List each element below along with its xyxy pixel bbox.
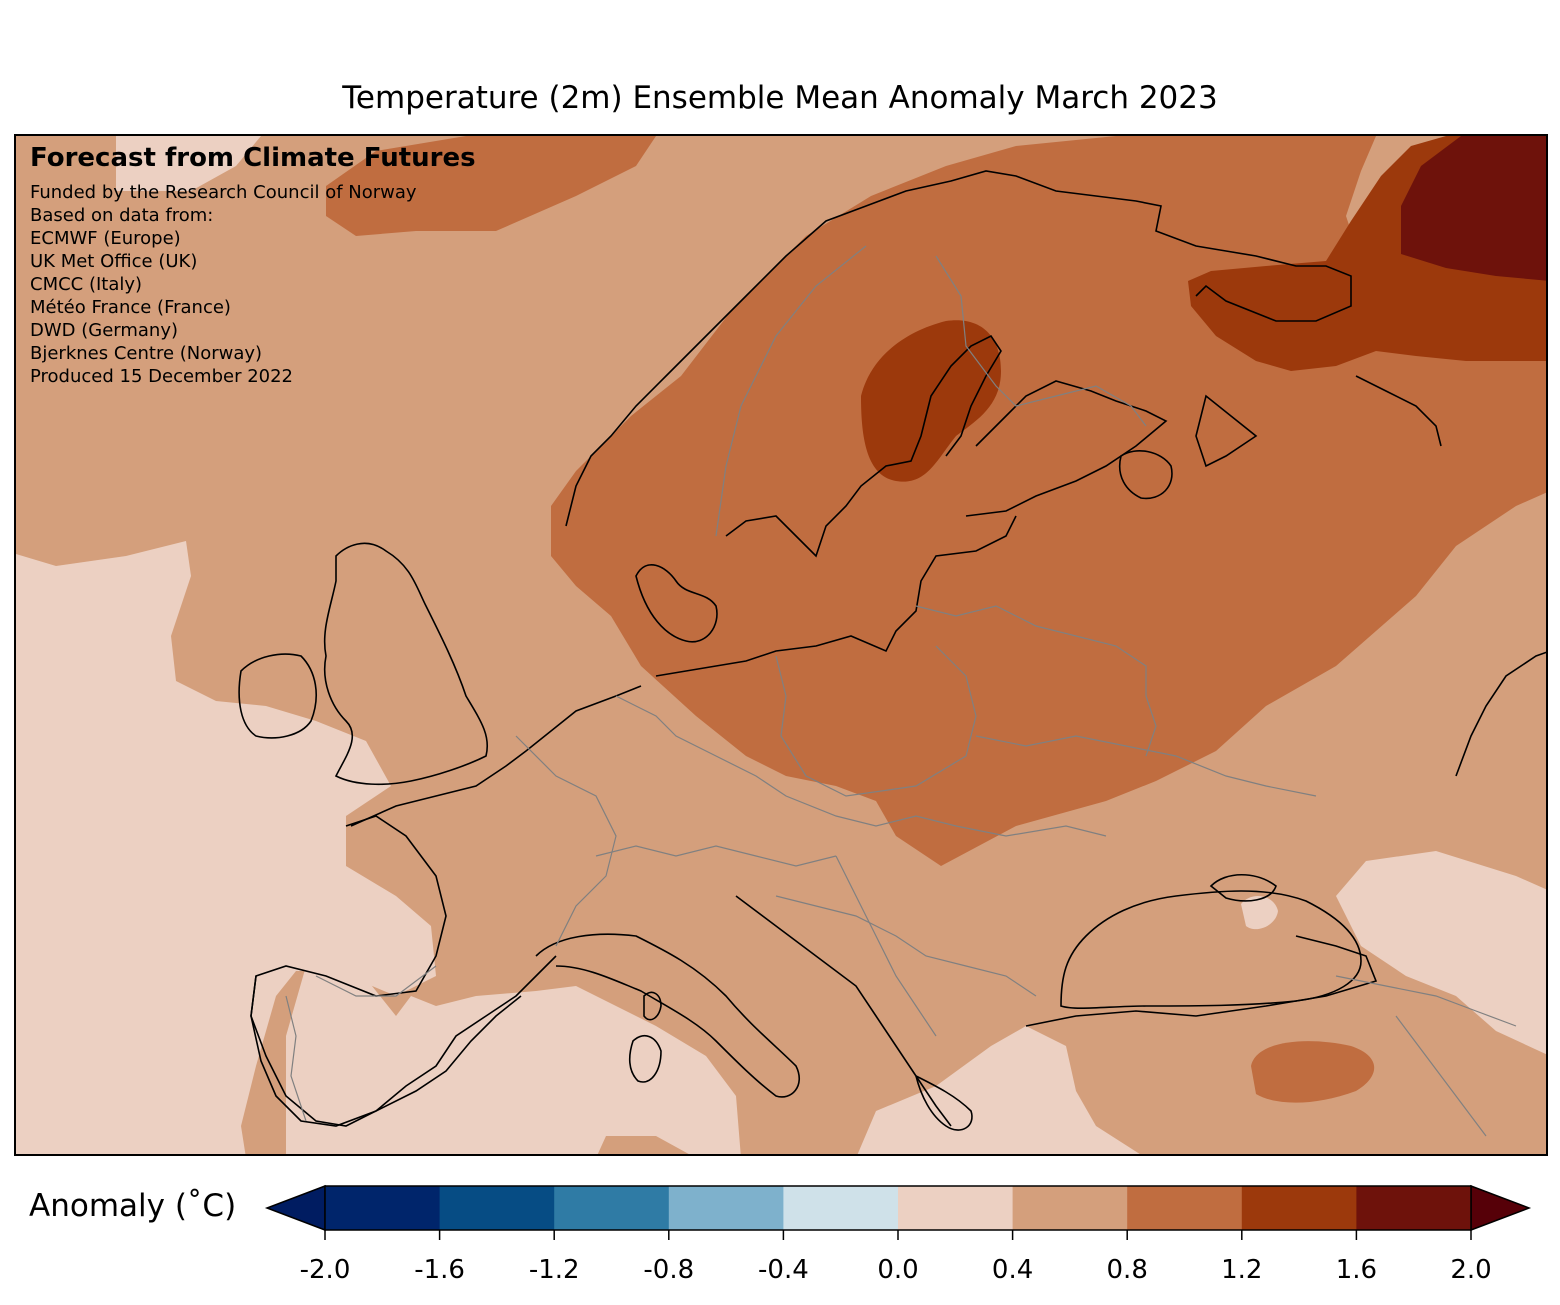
colorbar-tick-label: 1.6 [1336,1255,1377,1285]
info-line: Funded by the Research Council of Norway [30,182,417,203]
coastline-sardinia [628,1035,662,1083]
anomaly-region-0-0.4-northwest [116,136,261,191]
anomaly-region-1.2-1.6-sweden [861,320,1001,482]
colorbar-tick-label: -1.6 [414,1255,465,1285]
coastline-balkans [735,895,952,1127]
coastline-sweden [725,334,1002,558]
coastline-france-north [350,685,642,827]
colorbar-segment [1241,1186,1357,1230]
colorbar-tick-label: -0.8 [643,1255,694,1285]
coastline-finland [965,380,1168,517]
anomaly-region-0-0.4-crimea [1241,895,1278,930]
coastlines [238,170,1546,1131]
border-east-europe [915,605,1157,757]
border-ukraine [975,735,1317,797]
anomaly-region-0.8-1.2-anatolia [1251,1041,1375,1103]
coastline-baltic [655,515,1017,677]
border-central [615,695,1107,837]
coastline-britain [323,542,489,786]
anomaly-region-0-0.4-mediterranean [286,966,741,1154]
colorbar-tick-label: 1.2 [1221,1255,1262,1285]
colorbar-tick-label: 0.0 [877,1255,918,1285]
coastline-denmark [635,564,718,643]
coastline-caspian [1455,651,1546,777]
coastline-corsica [643,991,662,1021]
anomaly-region-0.8-1.2-northsea [326,136,656,236]
border-france [515,735,617,947]
colorbar-segment [1356,1186,1472,1230]
map-title: Temperature (2m) Ensemble Mean Anomaly M… [342,80,1218,116]
border-spain [315,965,437,997]
info-line: ECMWF (Europe) [30,228,181,249]
anomaly-region-0-0.4-aegean [857,1026,1140,1154]
coastline-greece [914,1074,973,1131]
colorbar-segment [1012,1186,1128,1230]
colorbar-extend-high [1470,1184,1532,1232]
colorbar-segment [668,1186,784,1230]
border-portugal [285,995,307,1122]
coastline-scandinavia [565,170,1352,527]
colorbar-tick-label: 0.8 [1107,1255,1148,1285]
colorbar-segment [1127,1186,1243,1230]
border-balkans-2 [835,855,937,1037]
border-caucasus [1335,975,1517,1027]
country-borders [285,245,1517,1137]
colorbar-tick-label: -1.2 [529,1255,580,1285]
info-line: Bjerknes Centre (Norway) [30,343,263,364]
info-line: CMCC (Italy) [30,274,143,295]
info-line: UK Met Office (UK) [30,251,198,272]
anomaly-region-1.6-2.0-russia [1401,136,1546,281]
anomaly-map [16,136,1546,1154]
map-panel [14,134,1548,1156]
info-line: DWD (Germany) [30,320,179,341]
border-alps [595,845,837,867]
info-line: Météo France (France) [30,297,231,318]
colorbar-tick-label: 0.4 [992,1255,1033,1285]
border-finland [935,255,1147,427]
coastline-blacksea [1060,890,1362,1010]
info-heading: Forecast from Climate Futures [30,143,476,173]
border-poland [775,645,977,797]
colorbar-tick-label: 2.0 [1450,1255,1491,1285]
coastline-iberia [250,975,522,1127]
coastline-ladoga [1119,450,1173,500]
colorbar: -2.0 -1.6 -1.2 -0.8 -0.4 0.0 0.4 0.8 1.2 1.6 2.0 [264,1184,1532,1285]
colorbar-segment [554,1186,670,1230]
colorbar-label: Anomaly (˚C) [29,1188,237,1224]
info-line: Produced 15 December 2022 [30,366,294,387]
colorbar-segment [783,1186,899,1230]
coastline-continent-west [250,815,557,1127]
colorbar-extend-low [264,1184,326,1232]
anomaly-region-0-0.4-caspian [1336,851,1546,1055]
anomaly-region-0-0.4-atlantic [16,541,436,1154]
colorbar-segment [898,1186,1014,1230]
colorbar-segment [325,1186,441,1230]
coastline-russia-north [1355,375,1442,447]
coastline-crimea [1209,874,1277,902]
coastline-ireland [238,653,317,739]
info-block: Forecast from Climate Futures Funded by … [30,143,476,388]
border-scandinavia [715,245,867,537]
border-balkans [775,895,1037,997]
coastline-whitesea [1195,394,1258,468]
colorbar-tick-label: -0.4 [758,1255,809,1285]
coastline-italy [535,933,801,1098]
info-line: Based on data from: [30,205,214,226]
colorbar-tick-label: -2.0 [300,1255,351,1285]
colorbar-segment [439,1186,555,1230]
border-turkey-east [1395,1015,1487,1137]
